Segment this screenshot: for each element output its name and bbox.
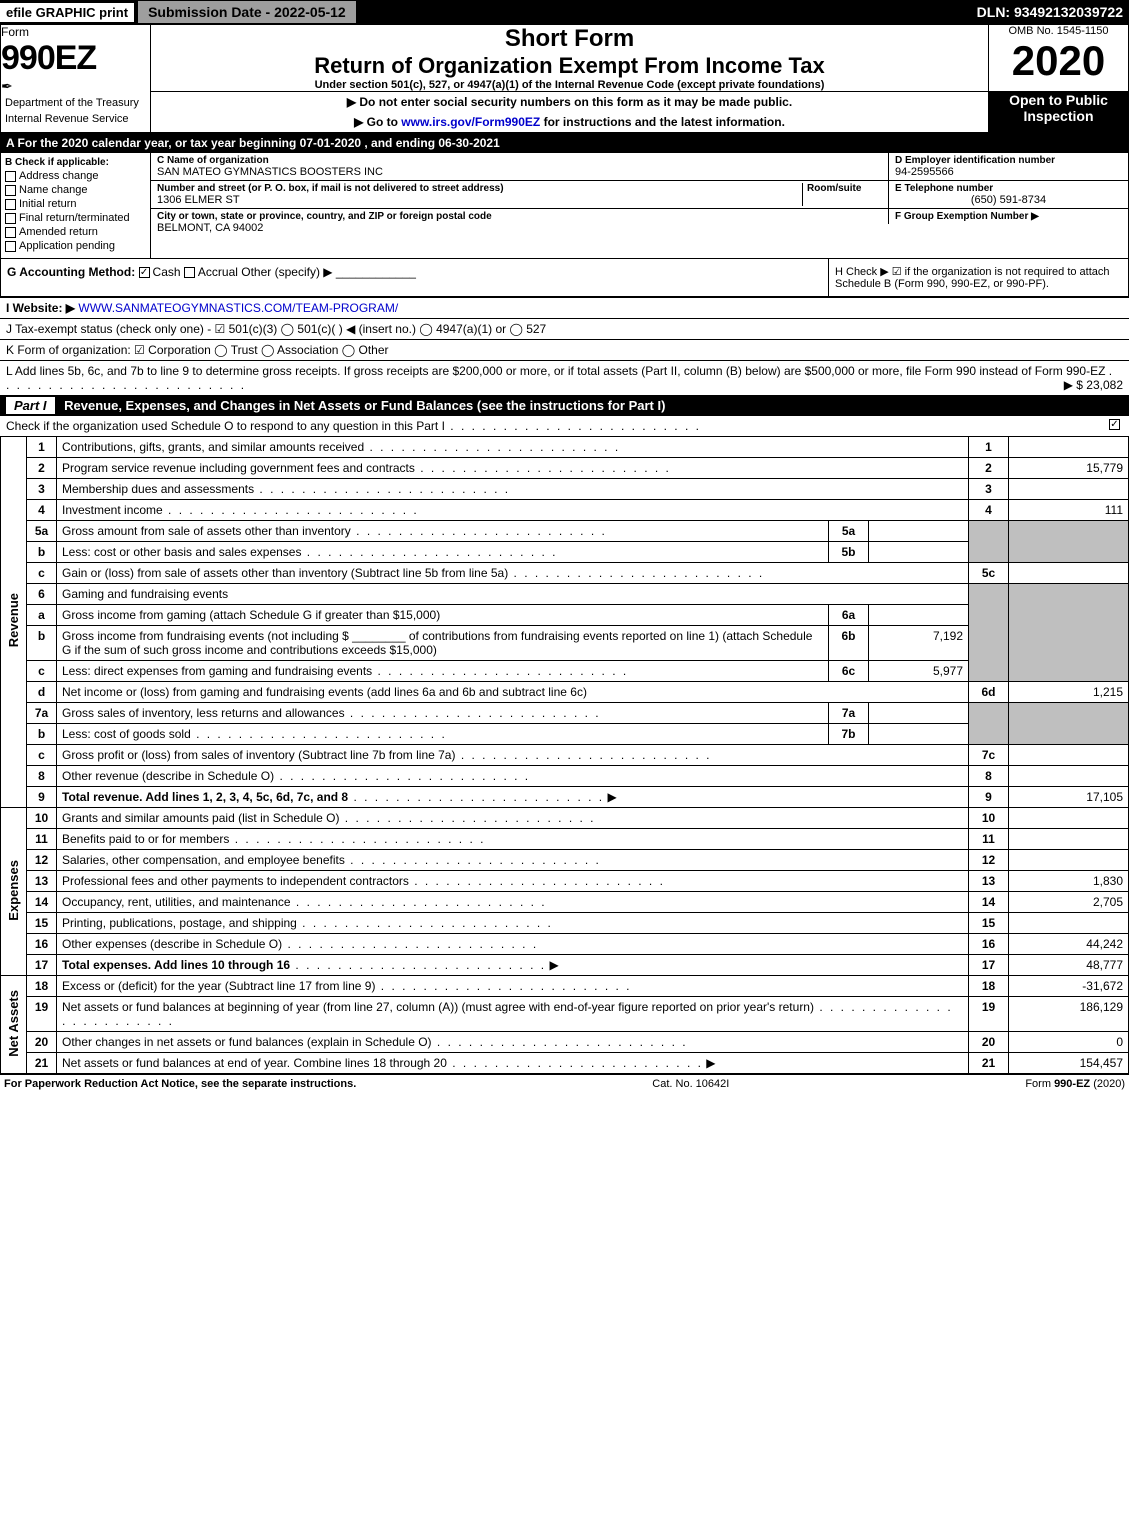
box-g: G Accounting Method: ✓Cash Accrual Other…	[1, 259, 828, 296]
irs-link[interactable]: www.irs.gov/Form990EZ	[401, 115, 540, 129]
group-exemption-label: F Group Exemption Number ▶	[895, 211, 1122, 222]
part1-table: Revenue 1 Contributions, gifts, grants, …	[0, 436, 1129, 1074]
ein-label: D Employer identification number	[895, 155, 1122, 166]
chk-application-pending[interactable]: Application pending	[5, 240, 146, 252]
tax-year: 2020	[989, 37, 1128, 85]
box-i: I Website: ▶ WWW.SANMATEOGYMNASTICS.COM/…	[0, 297, 1129, 318]
phone-label: E Telephone number	[895, 183, 1122, 194]
line-9-val: 17,105	[1009, 787, 1129, 808]
line-1-val	[1009, 437, 1129, 458]
footer-mid: Cat. No. 10642I	[652, 1078, 729, 1090]
website-notice: ▶ Go to www.irs.gov/Form990EZ for instru…	[151, 112, 988, 132]
box-c: C Name of organization SAN MATEO GYMNAST…	[151, 153, 888, 236]
line-20-val: 0	[1009, 1032, 1129, 1053]
right-block: D Employer identification number 94-2595…	[888, 153, 1128, 224]
street: 1306 ELMER ST	[157, 194, 802, 206]
form-header-table: Form 990EZ ✒ Department of the Treasury …	[0, 24, 1129, 133]
dln-label: DLN: 93492132039722	[977, 4, 1129, 20]
efile-label: efile GRAPHIC print	[0, 3, 134, 22]
org-name: SAN MATEO GYMNASTICS BOOSTERS INC	[157, 166, 882, 178]
expenses-side-label: Expenses	[6, 860, 21, 921]
period-bar: A For the 2020 calendar year, or tax yea…	[0, 133, 1129, 153]
chk-name-change[interactable]: Name change	[5, 184, 146, 196]
under-section: Under section 501(c), 527, or 4947(a)(1)…	[151, 79, 988, 91]
chk-schedule-o[interactable]: ✓	[1109, 419, 1120, 430]
part1-title: Revenue, Expenses, and Changes in Net As…	[64, 398, 665, 413]
return-title: Return of Organization Exempt From Incom…	[151, 53, 988, 79]
part1-check: Check if the organization used Schedule …	[0, 416, 1129, 436]
line-18-val: -31,672	[1009, 976, 1129, 997]
line-17-val: 48,777	[1009, 955, 1129, 976]
city-label: City or town, state or province, country…	[157, 211, 882, 222]
ssn-notice: ▶ Do not enter social security numbers o…	[151, 92, 988, 112]
part1-label: Part I	[6, 397, 55, 414]
line-6b-val: 7,192	[869, 626, 969, 661]
footer-right: Form 990-EZ (2020)	[1025, 1078, 1125, 1090]
line-6d-val: 1,215	[1009, 682, 1129, 703]
line-4-val: 111	[1009, 500, 1129, 521]
part1-header: Part I Revenue, Expenses, and Changes in…	[0, 395, 1129, 416]
chk-initial-return[interactable]: Initial return	[5, 198, 146, 210]
box-l: L Add lines 5b, 6c, and 7b to line 9 to …	[0, 360, 1129, 395]
line-13-val: 1,830	[1009, 871, 1129, 892]
line-21-val: 154,457	[1009, 1053, 1129, 1074]
box-b-title: B Check if applicable:	[5, 157, 146, 168]
website-link[interactable]: WWW.SANMATEOGYMNASTICS.COM/TEAM-PROGRAM/	[78, 301, 398, 315]
box-h: H Check ▶ ☑ if the organization is not r…	[828, 259, 1128, 296]
box-b: B Check if applicable: Address change Na…	[1, 153, 151, 258]
street-label: Number and street (or P. O. box, if mail…	[157, 183, 802, 194]
chk-amended-return[interactable]: Amended return	[5, 226, 146, 238]
line-2-val: 15,779	[1009, 458, 1129, 479]
footer-left: For Paperwork Reduction Act Notice, see …	[4, 1078, 356, 1090]
box-j: J Tax-exempt status (check only one) - ☑…	[0, 318, 1129, 339]
box-k: K Form of organization: ☑ Corporation ◯ …	[0, 339, 1129, 360]
netassets-side-label: Net Assets	[6, 990, 21, 1057]
line-16-val: 44,242	[1009, 934, 1129, 955]
omb-number: OMB No. 1545-1150	[989, 25, 1128, 37]
irs-label: Internal Revenue Service	[1, 111, 150, 127]
revenue-side-label: Revenue	[6, 593, 21, 647]
phone-value: (650) 591-8734	[895, 194, 1122, 206]
short-form-title: Short Form	[151, 25, 988, 53]
line-6c-val: 5,977	[869, 661, 969, 682]
line-14-val: 2,705	[1009, 892, 1129, 913]
top-bar: efile GRAPHIC print Submission Date - 20…	[0, 0, 1129, 24]
open-to-public: Open to Public Inspection	[989, 92, 1129, 133]
chk-address-change[interactable]: Address change	[5, 170, 146, 182]
dept-label: Department of the Treasury	[1, 95, 150, 111]
submission-date-label: Submission Date - 2022-05-12	[138, 1, 356, 23]
ein-value: 94-2595566	[895, 166, 1122, 178]
org-name-label: C Name of organization	[157, 155, 882, 166]
gross-receipts: ▶ $ 23,082	[1064, 378, 1123, 392]
room-label: Room/suite	[807, 183, 882, 194]
chk-cash[interactable]: ✓	[139, 267, 150, 278]
form-number: 990EZ	[1, 39, 150, 78]
chk-accrual[interactable]	[184, 267, 195, 278]
page-footer: For Paperwork Reduction Act Notice, see …	[0, 1074, 1129, 1093]
line-19-val: 186,129	[1009, 997, 1129, 1032]
line-1-num: 1	[27, 437, 57, 458]
city: BELMONT, CA 94002	[157, 222, 882, 234]
form-word: Form	[1, 25, 150, 39]
chk-final-return[interactable]: Final return/terminated	[5, 212, 146, 224]
